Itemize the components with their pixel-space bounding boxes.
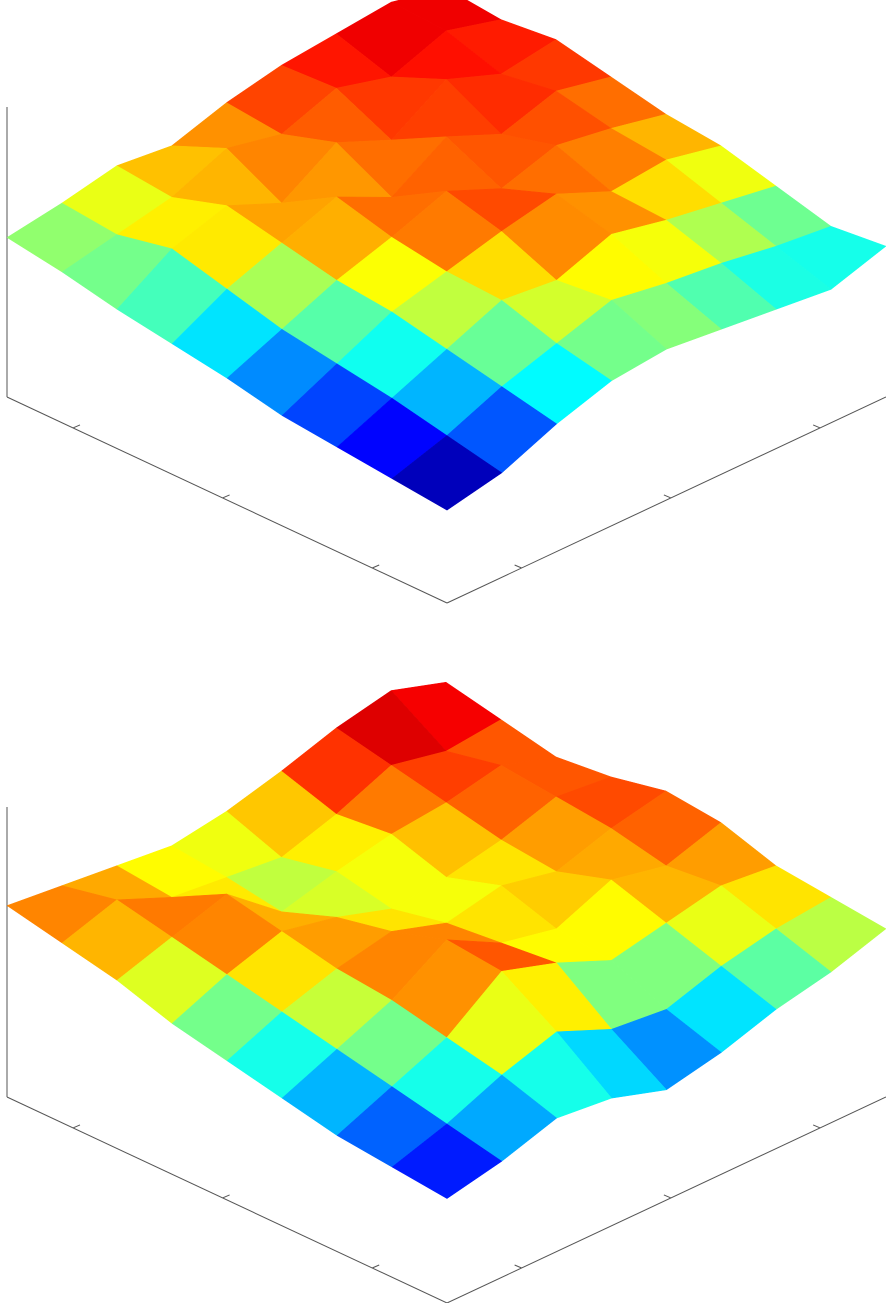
y-tick (812, 1124, 821, 1129)
y-tick (514, 1264, 522, 1269)
surface-patch (391, 1123, 503, 1199)
y-tick (663, 1194, 672, 1199)
x-tick (72, 1124, 81, 1129)
y-tick (663, 494, 672, 499)
x-tick (372, 564, 380, 569)
x-tick (72, 424, 81, 429)
x-tick (222, 1194, 230, 1199)
y-axis (446, 1096, 886, 1303)
x-tick (372, 1264, 380, 1269)
y-tick (514, 564, 522, 569)
x-axis (6, 396, 448, 604)
x-tick (222, 494, 230, 499)
x-axis (6, 1096, 448, 1303)
surface-patch (391, 435, 503, 511)
y-tick (812, 424, 821, 429)
y-axis (446, 396, 886, 604)
